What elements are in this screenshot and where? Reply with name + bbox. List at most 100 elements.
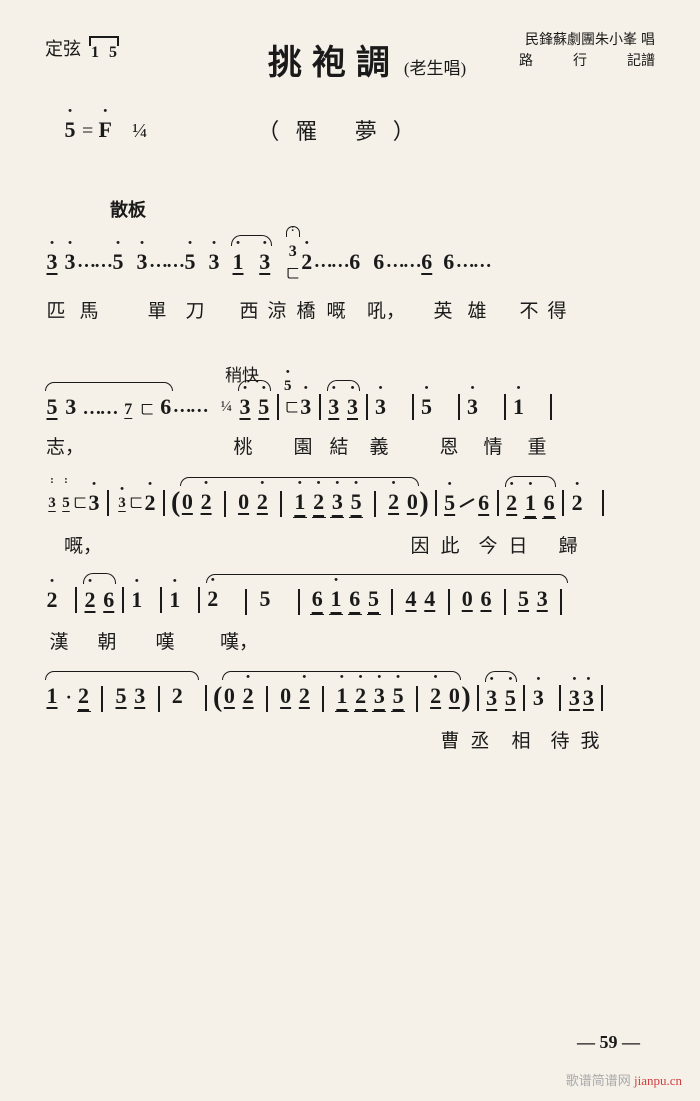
key-f: F <box>98 117 112 143</box>
note: 5 <box>183 249 197 275</box>
grace-note: 5 <box>59 495 73 512</box>
barline-icon <box>158 686 160 712</box>
note: 3 <box>372 683 386 709</box>
lyric-line-4: 漢 朝 嘆 嘆， <box>45 627 655 654</box>
note: 6 <box>477 490 491 516</box>
barline-icon <box>280 491 282 517</box>
note: 3 <box>135 249 149 275</box>
lyric: 西 <box>235 296 263 323</box>
note: 5 <box>257 394 271 420</box>
note: 5 <box>45 394 59 420</box>
lyric: 涼 <box>263 296 291 323</box>
note: 2 <box>199 489 213 515</box>
lyric-line-1: 匹 馬 單 刀 西 涼 橋 嘅 吼， 英 雄 不 得 <box>45 296 655 323</box>
note: 5 <box>349 489 363 515</box>
sustain-dots: …… <box>77 251 111 273</box>
barline-icon <box>366 394 368 420</box>
barline-icon <box>122 587 124 613</box>
barline-icon <box>560 589 562 615</box>
sustain-dots: …… <box>83 398 117 419</box>
tie-icon: 2 1 6 <box>505 490 557 516</box>
note: 0 <box>279 683 293 709</box>
grace-note: 5 <box>281 378 295 395</box>
lyric: 恩 <box>427 432 471 459</box>
note: 3 <box>374 394 388 420</box>
lyric: 我 <box>575 726 605 753</box>
note: 2 <box>429 683 443 709</box>
barline-icon <box>163 490 165 516</box>
barline-icon <box>298 589 300 615</box>
credit-sing: 唱 <box>641 30 655 51</box>
dingxian-num: 1 <box>91 44 99 62</box>
note: 3 <box>63 249 77 275</box>
lyric: 嘆 <box>147 627 183 654</box>
credit-performer: 民鋒蘇劇團朱小峯 <box>525 30 637 51</box>
note: 0 <box>460 586 474 612</box>
note: 5 <box>443 490 457 516</box>
note: 2 <box>300 249 314 275</box>
note: 1 <box>45 683 59 709</box>
note: 6 <box>542 490 556 516</box>
barline-icon <box>277 394 279 420</box>
lyric: 嘅 <box>321 296 351 323</box>
song-title: 挑袍調 <box>268 45 400 82</box>
note: 2 <box>297 683 311 709</box>
staff-line-3: 3 5 ㄈ 3 3 ㄈ 2 ( 0 2 0 2 1 2 3 5 2 0 ) 5 … <box>45 487 655 519</box>
credit-lu: 路 <box>519 51 533 72</box>
barline-icon <box>497 490 499 516</box>
note: 3 <box>567 685 581 711</box>
note: 3 <box>64 394 78 420</box>
dingxian-text: 定弦 <box>45 35 81 61</box>
note: 3 <box>238 394 252 420</box>
lyric-line-3: 嘅， 因 此 今 日 歸 <box>45 531 655 558</box>
lyric: 義 <box>357 432 401 459</box>
note: 2 <box>77 683 91 709</box>
note: 5 <box>258 586 272 612</box>
note: 2 <box>241 683 255 709</box>
barline-icon <box>224 491 226 517</box>
long-tie-icon: 0 2 0 2 1 2 3 5 2 0 <box>222 683 461 712</box>
barline-icon <box>374 491 376 517</box>
sustain-dots: …… <box>149 251 183 273</box>
note: 1 <box>523 490 537 516</box>
note: 6 <box>420 249 434 275</box>
barline-icon <box>435 490 437 516</box>
note: 6 <box>479 586 493 612</box>
lyric: 結 <box>321 432 357 459</box>
note: 3 <box>45 249 59 275</box>
paren-open-icon: ( <box>171 487 180 519</box>
barline-icon <box>504 394 506 420</box>
note: 1 <box>231 249 245 275</box>
note: 7 <box>121 401 135 419</box>
note: 1 <box>293 489 307 515</box>
note: 6 <box>310 586 324 612</box>
barline-icon <box>322 686 324 712</box>
slide-icon <box>459 498 474 508</box>
barline-icon <box>75 587 77 613</box>
staff-line-4: 2 2 6 1 1 2 5 6 1 6 5 4 4 0 6 5 3 <box>45 586 655 615</box>
barline-icon <box>319 394 321 420</box>
dingxian-bracket-icon: 1 5 <box>89 36 119 60</box>
note: 5 <box>420 394 434 420</box>
note: 5 <box>367 586 381 612</box>
note: 1 <box>130 587 144 613</box>
note: 0 <box>237 489 251 515</box>
long-tie-icon: 0 2 0 2 1 2 3 5 2 0 <box>180 489 419 518</box>
page-number: — 59 — <box>577 1032 640 1053</box>
barline-icon <box>523 685 525 711</box>
lyric: 日 <box>503 531 533 558</box>
note: 6 <box>348 249 362 275</box>
barline-icon <box>562 490 564 516</box>
lyric: 英 <box>429 296 457 323</box>
lyric: 歸 <box>553 531 583 558</box>
time-sig: ¼ <box>132 120 147 142</box>
note: 3 <box>531 685 545 711</box>
time-sig-inline: ¼ <box>221 399 232 416</box>
lyric: 不 <box>515 296 543 323</box>
sustain-dots: …… <box>456 251 490 273</box>
grace-note: 3 <box>115 495 129 512</box>
note: 3 <box>299 394 313 420</box>
lyric: 馬 <box>67 296 111 323</box>
barline-icon <box>107 490 109 516</box>
note: 6 <box>348 586 362 612</box>
